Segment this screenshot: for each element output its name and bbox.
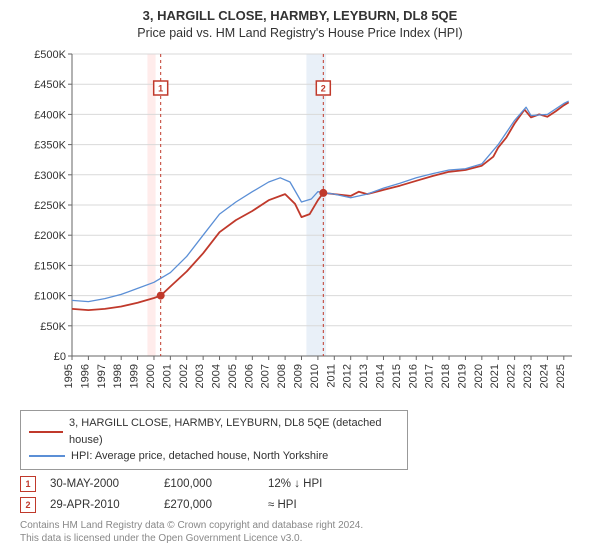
svg-text:2002: 2002	[178, 364, 190, 388]
chart-title-sub: Price paid vs. HM Land Registry's House …	[12, 26, 588, 40]
legend-item-price-paid: 3, HARGILL CLOSE, HARMBY, LEYBURN, DL8 5…	[29, 415, 399, 448]
svg-text:2015: 2015	[391, 364, 403, 388]
sale-1-pct: 12% ↓ HPI	[268, 478, 348, 490]
sale-1-price: £100,000	[164, 478, 254, 490]
svg-text:1999: 1999	[129, 364, 141, 388]
svg-text:1997: 1997	[96, 364, 108, 388]
svg-text:2017: 2017	[424, 364, 436, 388]
svg-text:2020: 2020	[473, 364, 485, 388]
legend-label-price-paid: 3, HARGILL CLOSE, HARMBY, LEYBURN, DL8 5…	[69, 415, 399, 448]
sale-2-date: 29-APR-2010	[50, 499, 150, 511]
license-line-2: This data is licensed under the Open Gov…	[20, 532, 580, 545]
svg-text:2013: 2013	[358, 364, 370, 388]
sale-1-date: 30-MAY-2000	[50, 478, 150, 490]
legend-swatch-hpi	[29, 455, 65, 457]
svg-text:£350K: £350K	[34, 140, 66, 152]
legend-item-hpi: HPI: Average price, detached house, Nort…	[29, 448, 399, 465]
svg-text:2019: 2019	[456, 364, 468, 388]
chart-svg: £0 £50K £100K £150K £200K £250K £300K £350K £400…	[20, 46, 580, 406]
sale-marker-2-icon: 2	[20, 497, 36, 513]
sale-marker-1-icon: 1	[20, 476, 36, 492]
svg-text:£150K: £150K	[34, 260, 66, 272]
legend-label-hpi: HPI: Average price, detached house, Nort…	[71, 448, 328, 465]
svg-text:2011: 2011	[325, 364, 337, 388]
svg-text:2014: 2014	[374, 364, 386, 388]
legend-box: 3, HARGILL CLOSE, HARMBY, LEYBURN, DL8 5…	[20, 410, 408, 470]
svg-text:2005: 2005	[227, 364, 239, 388]
svg-text:1998: 1998	[112, 364, 124, 388]
svg-text:2021: 2021	[489, 364, 501, 388]
license-text: Contains HM Land Registry data © Crown c…	[20, 519, 580, 545]
svg-text:2007: 2007	[260, 364, 272, 388]
sale-row-1: 1 30-MAY-2000 £100,000 12% ↓ HPI	[20, 476, 580, 492]
svg-text:£0: £0	[54, 351, 66, 363]
svg-text:1: 1	[158, 84, 163, 94]
sales-table: 1 30-MAY-2000 £100,000 12% ↓ HPI 2 29-AP…	[20, 476, 580, 513]
svg-text:2: 2	[321, 84, 326, 94]
svg-text:2025: 2025	[555, 364, 567, 388]
svg-text:£100K: £100K	[34, 291, 66, 303]
svg-text:2004: 2004	[211, 364, 223, 388]
legend-swatch-price-paid	[29, 431, 63, 433]
svg-text:£400K: £400K	[34, 109, 66, 121]
sale-2-pct: ≈ HPI	[268, 499, 348, 511]
svg-text:2023: 2023	[522, 364, 534, 388]
svg-text:2018: 2018	[440, 364, 452, 388]
svg-text:2000: 2000	[145, 364, 157, 388]
svg-text:£250K: £250K	[34, 200, 66, 212]
svg-text:2008: 2008	[276, 364, 288, 388]
svg-text:2001: 2001	[161, 364, 173, 388]
svg-text:2009: 2009	[293, 364, 305, 388]
license-line-1: Contains HM Land Registry data © Crown c…	[20, 519, 580, 532]
svg-text:£300K: £300K	[34, 170, 66, 182]
svg-text:2016: 2016	[407, 364, 419, 388]
svg-text:2024: 2024	[538, 364, 550, 388]
svg-text:£500K: £500K	[34, 49, 66, 61]
svg-text:2010: 2010	[309, 364, 321, 388]
svg-text:2022: 2022	[506, 364, 518, 388]
svg-text:1995: 1995	[63, 364, 75, 388]
svg-text:£50K: £50K	[40, 321, 66, 333]
chart-plot: £0 £50K £100K £150K £200K £250K £300K £350K £400…	[20, 46, 580, 406]
svg-text:2006: 2006	[243, 364, 255, 388]
svg-text:1996: 1996	[79, 364, 91, 388]
sale-2-price: £270,000	[164, 499, 254, 511]
chart-title-address: 3, HARGILL CLOSE, HARMBY, LEYBURN, DL8 5…	[12, 8, 588, 23]
svg-text:£450K: £450K	[34, 79, 66, 91]
svg-text:2012: 2012	[342, 364, 354, 388]
sale-row-2: 2 29-APR-2010 £270,000 ≈ HPI	[20, 497, 580, 513]
svg-text:£200K: £200K	[34, 230, 66, 242]
svg-text:2003: 2003	[194, 364, 206, 388]
